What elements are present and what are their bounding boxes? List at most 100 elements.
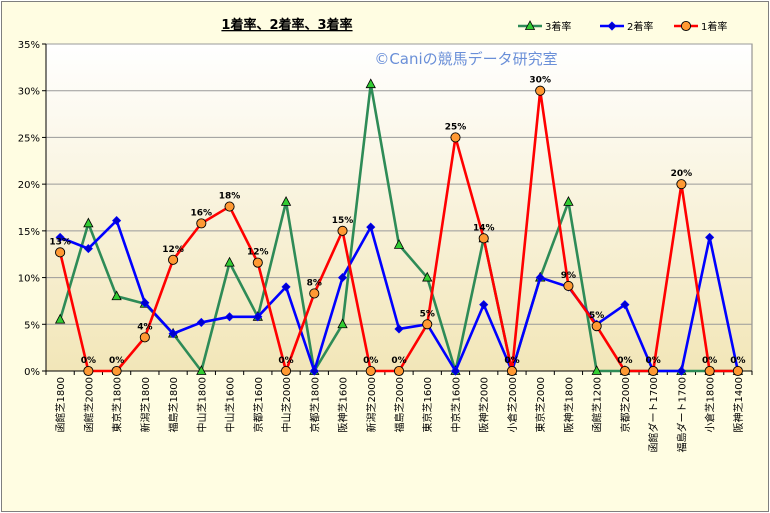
data-point-circle — [680, 20, 692, 32]
data-point-circle — [506, 365, 518, 377]
data-point-circle — [309, 288, 320, 299]
data-point-diamond — [253, 312, 263, 322]
data-label-group: 13% 0% 0% 4% 12% 16% 18% 12% 0% 8% 15% 0% 0% 5% 25% 14%… — [49, 76, 745, 366]
x-tick-label: 福島芝2000 — [393, 377, 406, 432]
x-tick-label: 中山芝2000 — [280, 377, 293, 432]
data-label: 16% — [191, 208, 213, 218]
data-label: 0% — [109, 356, 124, 366]
data-point-triangle — [563, 196, 574, 206]
legend-label: 1着率 — [701, 20, 727, 33]
data-point-circle — [224, 201, 235, 212]
data-point-triangle — [337, 318, 348, 329]
y-tick-label: 35% — [18, 40, 40, 51]
data-point-triangle — [54, 313, 66, 324]
series-2着率 — [55, 216, 743, 376]
x-tick-label: 函館ダート1700 — [647, 377, 660, 452]
y-tick-label: 15% — [18, 227, 40, 238]
data-point-circle — [111, 365, 122, 377]
data-label: 12% — [247, 248, 269, 258]
data-label: 30% — [529, 76, 551, 86]
x-tick-label: 福島ダート1700 — [675, 377, 688, 452]
data-point-diamond — [337, 273, 348, 283]
data-point-circle — [422, 319, 433, 330]
data-label: 8% — [307, 278, 322, 288]
chart-title: 1着率、2着率、3着率 — [221, 17, 352, 33]
watermark-text: ©Caniの競馬データ研究室 — [374, 50, 557, 68]
x-tick-label: 新潟芝1800 — [139, 377, 152, 432]
data-point-diamond — [676, 366, 686, 376]
series-group — [54, 78, 744, 377]
legend: 3着率 2着率 1着率 — [518, 20, 727, 33]
data-point-diamond — [112, 216, 122, 226]
data-point-triangle — [83, 217, 94, 228]
data-label: 0% — [504, 356, 519, 366]
legend-label: 2着率 — [627, 20, 653, 33]
x-tick-label: 京都芝2000 — [619, 377, 632, 432]
data-point-diamond — [535, 273, 545, 283]
data-point-circle — [252, 257, 263, 268]
y-tick-label: 20% — [18, 180, 40, 191]
data-point-diamond — [224, 312, 235, 322]
series-1着率 — [55, 85, 743, 377]
data-point-circle — [55, 247, 66, 258]
data-point-circle — [619, 365, 630, 377]
data-point-circle — [196, 218, 207, 229]
data-point-triangle — [196, 365, 207, 375]
x-tick-label: 中山芝1800 — [195, 377, 208, 432]
data-point-triangle — [524, 20, 536, 30]
data-label: 9% — [561, 271, 576, 281]
data-point-triangle — [365, 78, 376, 89]
data-label: 0% — [278, 356, 293, 366]
plot-area — [45, 43, 753, 372]
data-point-diamond — [394, 324, 404, 334]
data-label: 20% — [671, 169, 693, 179]
x-tick-label: 東京芝2000 — [534, 377, 547, 432]
data-label: 5% — [420, 309, 435, 319]
x-tick-label: 阪神芝1800 — [562, 377, 575, 432]
data-point-circle — [450, 132, 461, 143]
data-point-diamond — [55, 232, 65, 242]
x-tick-label: 中山芝1600 — [224, 377, 237, 432]
data-label: 12% — [162, 245, 184, 255]
data-point-circle — [732, 365, 743, 377]
data-point-circle — [704, 365, 715, 377]
x-tick-label: 東京芝1600 — [421, 377, 434, 432]
data-point-triangle — [393, 239, 405, 249]
data-label: 13% — [49, 237, 71, 247]
data-point-triangle — [422, 271, 433, 282]
data-point-diamond — [196, 317, 206, 327]
data-point-diamond — [450, 366, 461, 376]
y-tick-label: 5% — [24, 320, 40, 331]
data-label: 0% — [391, 356, 406, 366]
data-label: 14% — [473, 223, 495, 233]
data-point-diamond — [309, 366, 319, 376]
x-tick-label: 京都芝1600 — [252, 377, 265, 432]
data-point-circle — [280, 365, 292, 377]
x-tick-label: 阪神芝1600 — [337, 377, 350, 432]
y-tick-label: 30% — [18, 87, 40, 98]
data-label: 0% — [702, 356, 717, 366]
x-tick-label: 京都芝1800 — [308, 377, 321, 432]
data-point-circle — [648, 365, 659, 377]
data-label: 5% — [589, 311, 604, 321]
data-point-circle — [139, 332, 150, 343]
x-tick-label: 中京芝1600 — [449, 377, 462, 432]
data-label: 0% — [617, 356, 632, 366]
data-point-circle — [337, 225, 348, 236]
data-point-circle — [591, 321, 602, 332]
data-label: 0% — [363, 356, 378, 366]
data-label: 0% — [81, 356, 96, 366]
x-tick-label: 新潟芝2000 — [365, 377, 378, 432]
data-point-circle — [676, 179, 687, 190]
x-tick-label: 福島芝1800 — [167, 377, 180, 432]
y-tick-label: 0% — [24, 367, 40, 378]
data-point-diamond — [281, 282, 291, 292]
x-tick-label: 阪神芝2000 — [478, 377, 491, 432]
data-point-triangle — [280, 196, 292, 206]
data-point-diamond — [479, 300, 489, 310]
x-tick-label: 函館芝1800 — [54, 377, 67, 432]
data-label: 25% — [445, 122, 467, 132]
legend-label: 3着率 — [545, 20, 571, 33]
